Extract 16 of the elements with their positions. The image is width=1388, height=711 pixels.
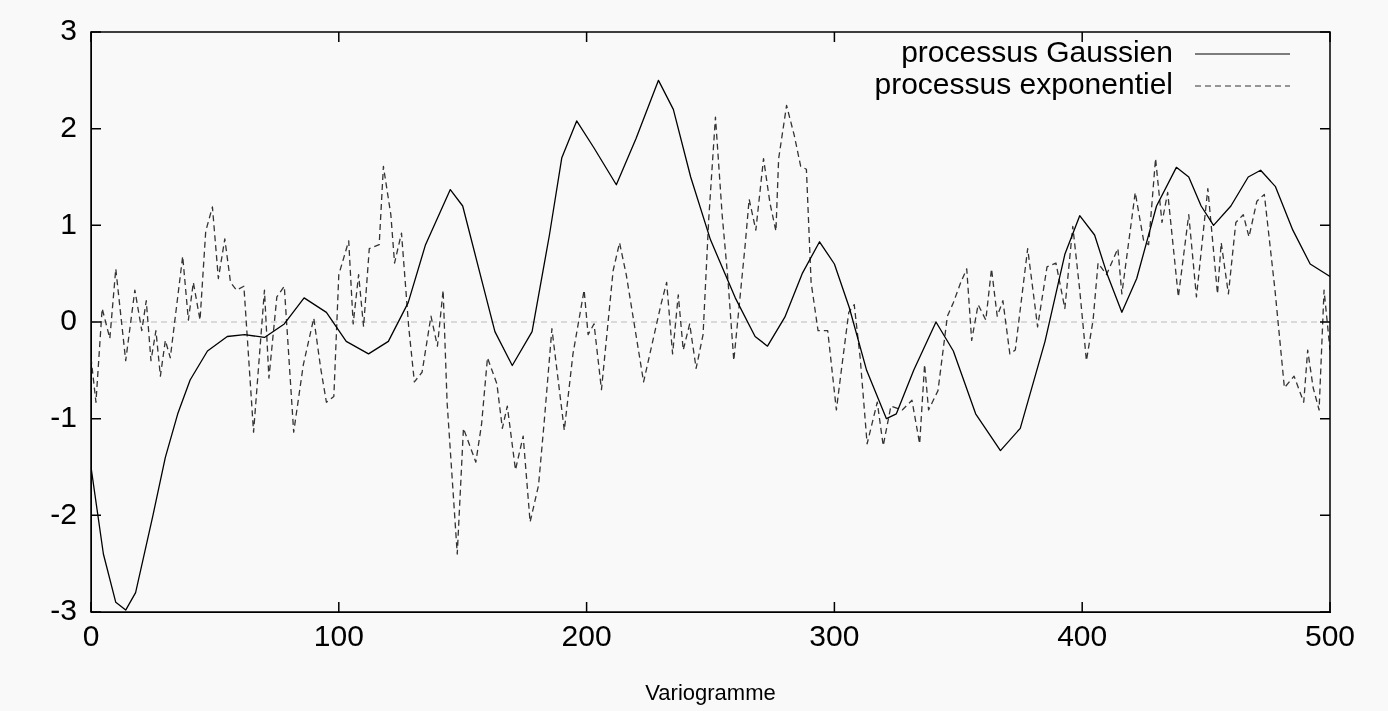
y-tick-label: -3 <box>50 593 77 627</box>
x-tick-label: 200 <box>561 619 612 653</box>
x-tick-label: 300 <box>809 619 860 653</box>
y-tick-label: 2 <box>60 109 77 143</box>
y-tick-label: -1 <box>50 399 77 433</box>
legend-label: processus Gaussien <box>901 35 1173 69</box>
x-axis-title: Variogramme <box>645 679 776 705</box>
y-tick-label: 3 <box>60 13 77 47</box>
y-tick-label: 1 <box>60 206 77 240</box>
y-tick-label: 0 <box>60 303 77 337</box>
x-tick-label: 400 <box>1057 619 1108 653</box>
x-tick-label: 100 <box>313 619 364 653</box>
x-tick-label: 0 <box>82 619 100 653</box>
y-tick-label: -2 <box>50 496 77 530</box>
x-tick-label: 500 <box>1304 619 1356 653</box>
legend-label: processus exponentiel <box>874 67 1173 101</box>
